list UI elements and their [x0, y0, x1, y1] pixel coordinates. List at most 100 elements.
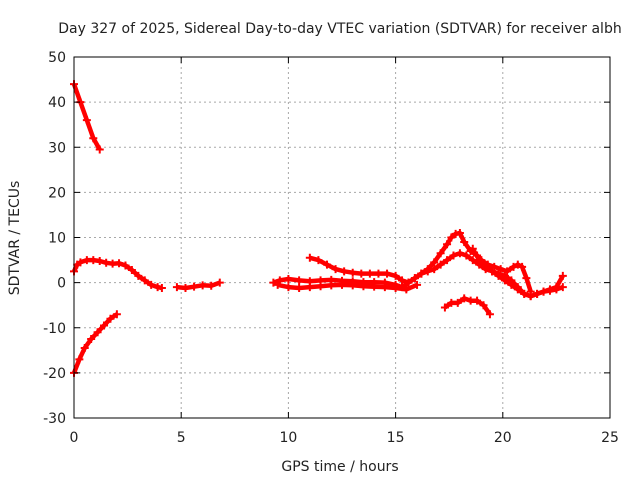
data-point [157, 284, 166, 293]
data-point [449, 251, 458, 260]
data-point [305, 283, 314, 292]
data-point [513, 285, 522, 294]
data-point [76, 258, 85, 267]
data-point [172, 283, 181, 292]
data-point [522, 274, 531, 283]
data-point [134, 271, 143, 280]
x-tick-label: 15 [387, 430, 405, 446]
data-point [423, 265, 432, 274]
data-point [447, 233, 456, 242]
y-tick-label: 50 [48, 50, 66, 66]
data-point [460, 238, 469, 247]
data-point [526, 292, 535, 301]
data-point [93, 328, 102, 337]
data-point [275, 276, 284, 285]
data-point [322, 260, 331, 269]
data-point [365, 269, 374, 278]
data-point [468, 244, 477, 253]
data-point [357, 269, 366, 278]
data-point [509, 262, 518, 271]
data-point [359, 282, 368, 291]
data-point [140, 276, 149, 285]
data-point [518, 262, 527, 271]
data-point [327, 281, 336, 290]
data-point [500, 276, 509, 285]
data-point [348, 268, 357, 277]
y-tick-label: -30 [43, 411, 66, 427]
y-tick-label: 10 [48, 231, 66, 247]
data-point [331, 265, 340, 274]
x-axis-label: GPS time / hours [281, 459, 398, 475]
data-point [533, 289, 542, 298]
data-point [391, 271, 400, 280]
data-point [494, 271, 503, 280]
data-point [404, 278, 413, 287]
y-tick-label: 20 [48, 185, 66, 201]
data-point [340, 267, 349, 276]
data-point [100, 321, 109, 330]
grid-lines [74, 57, 610, 418]
data-point [398, 276, 407, 285]
data-point [80, 344, 89, 353]
data-point [443, 240, 452, 249]
data-point [295, 284, 304, 293]
series-arc-1 [70, 80, 104, 154]
series-arc-2 [70, 310, 121, 377]
data-point [115, 259, 124, 268]
data-point [513, 260, 522, 269]
data-point [305, 253, 314, 262]
data-point [479, 301, 488, 310]
data-point [410, 274, 419, 283]
data-point [552, 283, 561, 292]
data-point [380, 283, 389, 292]
y-tick-label: 30 [48, 140, 66, 156]
data-point [507, 280, 516, 289]
x-tick-label: 10 [279, 430, 297, 446]
x-tick-label: 20 [494, 430, 512, 446]
chart-title: Day 327 of 2025, Sidereal Day-to-day VTE… [58, 21, 621, 37]
data-point [75, 355, 84, 364]
data-point [316, 282, 325, 291]
data-point [112, 310, 121, 319]
data-point [496, 265, 505, 274]
data-point [284, 283, 293, 292]
data-point [95, 145, 104, 154]
data-point [314, 256, 323, 265]
y-axis-label: SDTVAR / TECUs [7, 181, 23, 296]
data-point [430, 258, 439, 267]
data-point [413, 280, 422, 289]
data-point [440, 303, 449, 312]
data-point [391, 284, 400, 293]
data-point [269, 278, 278, 287]
x-tick-label: 5 [177, 430, 186, 446]
data-series-group [70, 80, 567, 377]
series-arc-9 [468, 244, 567, 301]
data-point [455, 249, 464, 258]
y-tick-label: 40 [48, 95, 66, 111]
data-point [87, 335, 96, 344]
y-tick-label: -10 [43, 321, 66, 337]
data-point [462, 251, 471, 260]
data-point [273, 280, 282, 289]
data-point [503, 267, 512, 276]
data-point [402, 285, 411, 294]
data-point [453, 298, 462, 307]
data-point [82, 116, 91, 125]
data-point [374, 269, 383, 278]
x-tick-label: 25 [601, 430, 619, 446]
data-point [121, 261, 130, 270]
series-arc-8 [440, 294, 494, 319]
series-arc-7 [273, 280, 422, 294]
data-point [485, 310, 494, 319]
data-point [545, 285, 554, 294]
series-arc-3 [70, 256, 166, 293]
x-tick-label: 0 [70, 430, 79, 446]
axis-ticks [73, 56, 611, 419]
data-point [539, 287, 548, 296]
data-point [190, 282, 199, 291]
data-point [475, 256, 484, 265]
data-point [370, 282, 379, 291]
data-point [490, 262, 499, 271]
